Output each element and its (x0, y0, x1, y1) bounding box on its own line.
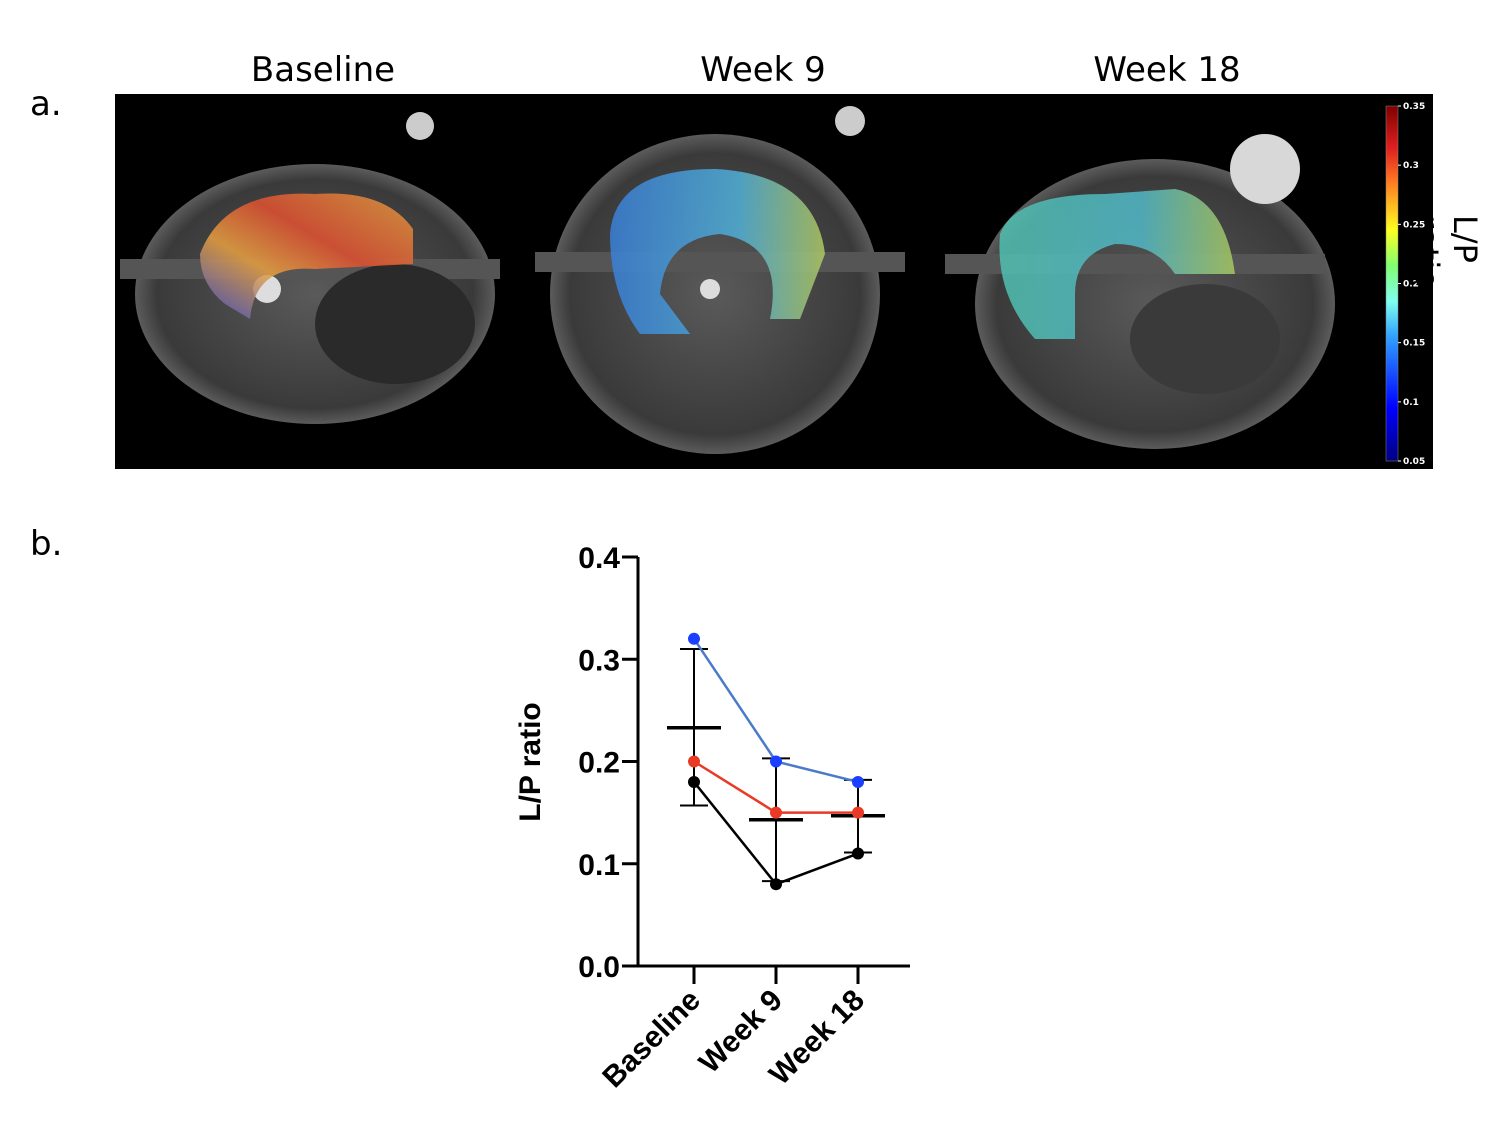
data-point-subject-red (770, 806, 782, 819)
mri-slice-baseline (120, 112, 500, 424)
y-tick-label: 0.4 (578, 542, 620, 575)
panel-b-label: b. (30, 524, 63, 564)
colorbar-tick-label: 0.3 (1403, 161, 1419, 171)
mri-image-strip: 0.35 0.3 0.25 0.2 0.15 0.1 0.05 (115, 94, 1433, 469)
colorbar-tick-label: 0.25 (1403, 220, 1425, 230)
data-point-subject-blue (770, 755, 782, 768)
title-week-18: Week 18 (1093, 50, 1241, 90)
colorbar-tick-label: 0.2 (1403, 280, 1419, 290)
data-point-subject-black (688, 775, 700, 788)
colorbar-tick-label: 0.05 (1403, 457, 1425, 467)
y-tick-label: 0.1 (578, 849, 620, 882)
x-tick-label: Baseline (596, 984, 707, 1095)
mri-slice-week-18 (945, 134, 1335, 449)
y-tick-label: 0.2 (578, 747, 620, 780)
mri-slice-week-9 (535, 106, 905, 454)
y-tick-label: 0.0 (578, 951, 620, 984)
colorbar-tick-label: 0.15 (1403, 339, 1425, 349)
data-point-subject-black (770, 878, 782, 891)
data-point-subject-blue (852, 775, 864, 788)
title-baseline: Baseline (250, 50, 396, 90)
colorbar-tick-label: 0.1 (1403, 398, 1419, 408)
data-point-subject-red (852, 806, 864, 819)
y-axis-label: L/P ratio (514, 702, 547, 821)
y-tick-label: 0.3 (578, 644, 620, 677)
data-point-subject-blue (688, 632, 700, 645)
panel-a-label: a. (30, 84, 62, 124)
data-point-subject-red (688, 755, 700, 768)
data-point-subject-black (852, 847, 864, 860)
colorbar-tick-label: 0.35 (1403, 102, 1425, 112)
title-week-9: Week 9 (700, 50, 826, 90)
